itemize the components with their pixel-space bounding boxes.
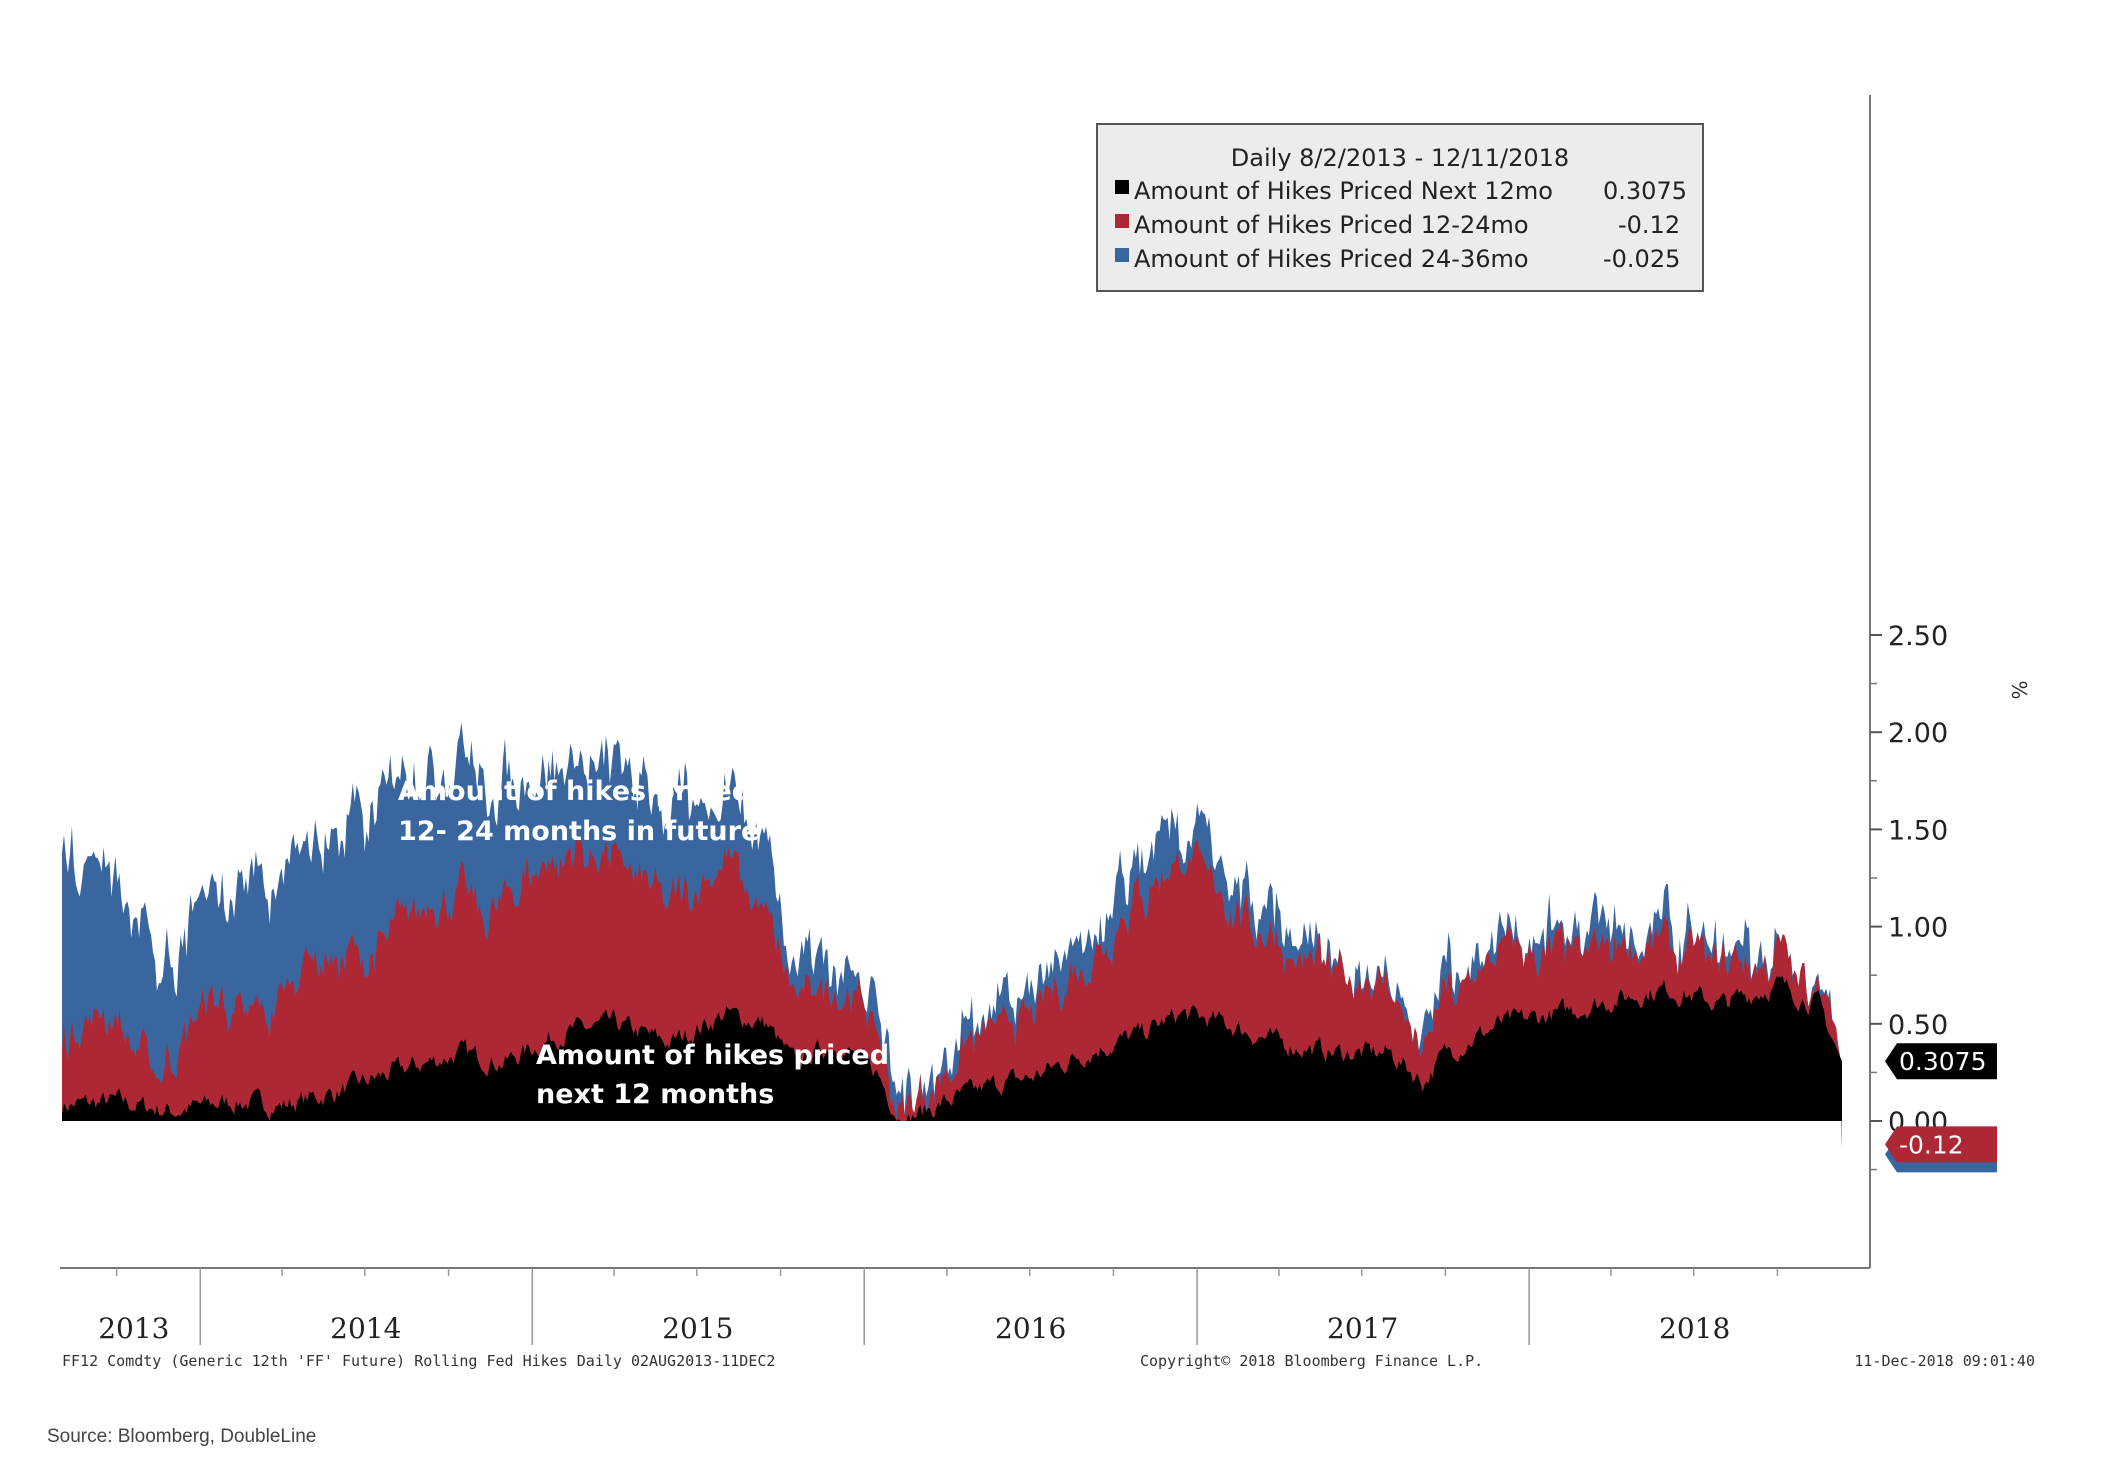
y-axis-ticks: 2.502.001.501.000.500.00 bbox=[1870, 621, 1948, 1171]
series-areas bbox=[62, 722, 1842, 1150]
last-value-tag-next-12mo-shape bbox=[1885, 1043, 1997, 1080]
legend-title: Daily 8/2/2013 - 12/11/2018 bbox=[1231, 144, 1569, 172]
legend-value-12-24mo: -0.12 bbox=[1618, 211, 1680, 239]
annotation-next12-line2: next 12 months bbox=[536, 1079, 774, 1110]
footer-center: Copyright© 2018 Bloomberg Finance L.P. bbox=[1140, 1352, 1483, 1370]
x-tick-label-2016: 2016 bbox=[995, 1312, 1066, 1345]
legend-box bbox=[1096, 123, 1704, 292]
annotation-24-36-line2: 24- 36 months in future bbox=[206, 562, 567, 593]
x-tick-label-2017: 2017 bbox=[1327, 1312, 1398, 1345]
annotation-24-36-line1: Amount of hikes priced bbox=[206, 523, 559, 554]
last-value-tag-next-12mo-text: 0.3075 bbox=[1899, 1047, 1986, 1076]
legend: Daily 8/2/2013 - 12/11/2018 Amount of Hi… bbox=[1096, 123, 1704, 292]
last-value-tag-next-12mo: 0.3075 bbox=[1885, 1043, 1997, 1080]
x-axis-ticks: 2013 2014 2015 2016 2017 2018 bbox=[98, 1268, 1779, 1345]
legend-label-12-24mo: Amount of Hikes Priced 12-24mo bbox=[1134, 211, 1529, 239]
last-value-tag-12-24mo-text: -0.12 bbox=[1899, 1130, 1964, 1159]
footer-right: 11-Dec-2018 09:01:40 bbox=[1854, 1352, 2035, 1370]
legend-swatch-12-24mo bbox=[1115, 214, 1129, 228]
annotation-next12-line1: Amount of hikes priced bbox=[536, 1040, 889, 1071]
y-tick-label-4: 0.50 bbox=[1888, 1010, 1948, 1041]
series-area-next-12mo bbox=[62, 976, 1842, 1121]
last-value-tag-12-24mo-shape bbox=[1885, 1126, 1997, 1163]
legend-value-next-12mo: 0.3075 bbox=[1603, 177, 1687, 205]
footer-left: FF12 Comdty (Generic 12th 'FF' Future) R… bbox=[62, 1352, 775, 1370]
x-tick-label-2013: 2013 bbox=[98, 1312, 169, 1345]
last-value-tag-12-24mo: -0.12 bbox=[1885, 1126, 1997, 1173]
y-axis-label: % bbox=[2007, 680, 2031, 699]
y-tick-label-2: 1.50 bbox=[1888, 815, 1948, 846]
annotation-12-24-line1: Amount of hikes priced bbox=[398, 776, 751, 807]
annotation-12-24-line2: 12- 24 months in future bbox=[398, 816, 759, 847]
y-tick-label-0: 2.50 bbox=[1888, 621, 1948, 652]
legend-label-next-12mo: Amount of Hikes Priced Next 12mo bbox=[1134, 177, 1553, 205]
legend-swatch-24-36mo bbox=[1115, 248, 1129, 262]
x-tick-label-2018: 2018 bbox=[1659, 1312, 1730, 1345]
y-tick-label-1: 2.00 bbox=[1888, 718, 1948, 749]
x-tick-label-2015: 2015 bbox=[662, 1312, 733, 1345]
y-tick-label-3: 1.00 bbox=[1888, 913, 1948, 944]
source-note: Source: Bloomberg, DoubleLine bbox=[47, 1426, 316, 1447]
legend-swatch-next-12mo bbox=[1115, 180, 1129, 194]
legend-value-24-36mo: -0.025 bbox=[1603, 245, 1680, 273]
legend-label-24-36mo: Amount of Hikes Priced 24-36mo bbox=[1134, 245, 1529, 273]
x-tick-label-2014: 2014 bbox=[330, 1312, 401, 1345]
